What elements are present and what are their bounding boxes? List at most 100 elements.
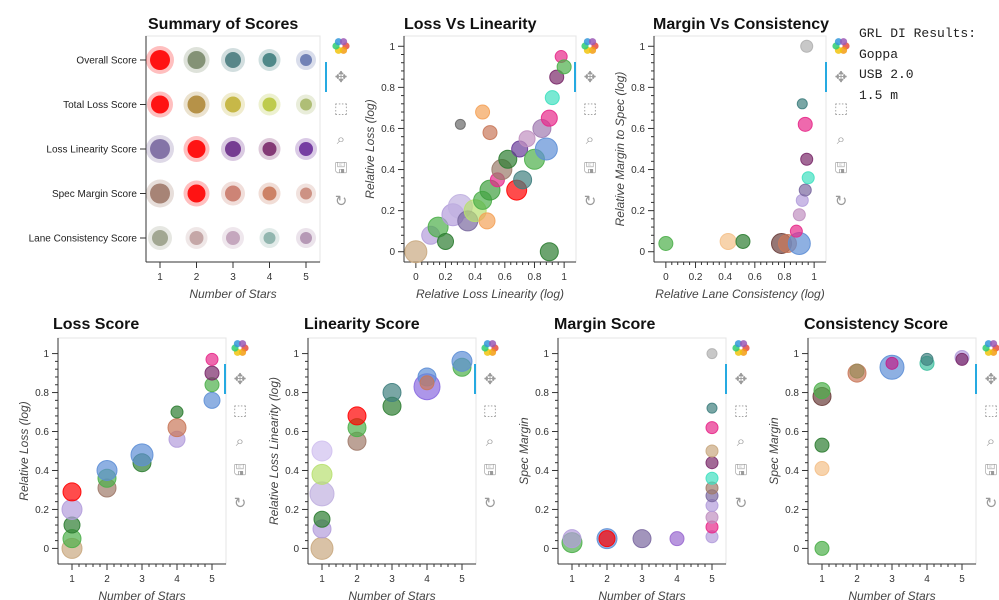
save-icon[interactable]: 🖫 bbox=[583, 158, 597, 177]
margin_score-y-tick-label: 0.4 bbox=[535, 466, 549, 477]
box-zoom-icon[interactable]: ⬚ bbox=[983, 401, 999, 419]
pan-icon[interactable]: ✥ bbox=[984, 370, 998, 388]
summary-point bbox=[187, 51, 206, 69]
reset-icon[interactable]: ↻ bbox=[734, 494, 748, 512]
bokeh-logo-icon[interactable] bbox=[230, 338, 250, 358]
pan-icon[interactable]: ✥ bbox=[334, 68, 348, 86]
summary-point bbox=[262, 186, 277, 201]
margin_score-y-tick-label: 0.2 bbox=[535, 505, 549, 516]
margin_vs_consistency-x-tick-label: 0.6 bbox=[748, 272, 762, 283]
summary-point bbox=[262, 142, 277, 156]
summary-point bbox=[225, 52, 241, 68]
summary-x-tick-label: 2 bbox=[194, 272, 200, 283]
linearity_score-x-tick-label: 1 bbox=[319, 574, 325, 585]
reset-icon[interactable]: ↻ bbox=[334, 192, 348, 210]
linearity_score-point bbox=[419, 375, 435, 391]
margin_vs_consistency-x-tick-label: 0.8 bbox=[778, 272, 792, 283]
loss_score-point bbox=[62, 482, 82, 502]
consistency_score-point bbox=[920, 352, 934, 366]
save-icon[interactable]: 🖫 bbox=[233, 460, 247, 479]
loss_vs_linearity-point bbox=[534, 137, 558, 161]
linearity_score-point bbox=[347, 406, 367, 426]
loss_score-x-tick-label: 1 bbox=[69, 574, 75, 585]
summary-x-axis-label: Number of Stars bbox=[189, 287, 276, 301]
summary-point bbox=[189, 231, 204, 245]
save-icon[interactable]: 🖫 bbox=[334, 158, 348, 177]
summary-point bbox=[299, 142, 313, 156]
wheel-zoom-icon[interactable]: ⌕ bbox=[736, 432, 746, 450]
margin_score-x-tick-label: 1 bbox=[569, 574, 575, 585]
box-zoom-icon[interactable]: ⬚ bbox=[733, 401, 749, 419]
loss_vs_linearity-point bbox=[549, 69, 565, 85]
margin_score-x-tick-label: 5 bbox=[709, 574, 715, 585]
margin_score-point bbox=[705, 444, 719, 458]
wheel-zoom-icon[interactable]: ⌕ bbox=[986, 432, 996, 450]
save-icon[interactable]: 🖫 bbox=[483, 460, 497, 479]
pan-icon[interactable]: ✥ bbox=[734, 370, 748, 388]
reset-icon[interactable]: ↻ bbox=[984, 494, 998, 512]
consistency_score-x-tick-label: 2 bbox=[854, 574, 860, 585]
wheel-zoom-icon[interactable]: ⌕ bbox=[836, 130, 846, 148]
summary-point bbox=[225, 96, 241, 113]
linearity_score-y-tick-label: 0.2 bbox=[285, 505, 299, 516]
loss-score-active-tool-indicator bbox=[224, 364, 226, 394]
margin-score-title: Margin Score bbox=[554, 316, 656, 333]
loss_score-x-tick-label: 4 bbox=[174, 574, 180, 585]
consistency_score-points bbox=[812, 349, 970, 556]
margin_vs_consistency-x-axis-label: Relative Lane Consistency (log) bbox=[655, 287, 824, 301]
reset-icon[interactable]: ↻ bbox=[583, 192, 597, 210]
pan-icon[interactable]: ✥ bbox=[483, 370, 497, 388]
margin_vs_consistency-point bbox=[735, 233, 751, 249]
loss_vs_linearity-y-axis-label: Relative Loss (log) bbox=[363, 99, 377, 198]
bokeh-logo-icon[interactable] bbox=[831, 36, 851, 56]
summary-category-label: Overall Score bbox=[76, 56, 137, 67]
margin_vs_consistency-y-tick-label: 0 bbox=[639, 247, 645, 258]
wheel-zoom-icon[interactable]: ⌕ bbox=[336, 130, 346, 148]
reset-icon[interactable]: ↻ bbox=[233, 494, 247, 512]
margin_vs_consistency-point bbox=[801, 171, 815, 185]
box-zoom-icon[interactable]: ⬚ bbox=[833, 99, 849, 117]
consistency_score-point bbox=[955, 352, 969, 366]
linearity_score-point bbox=[311, 440, 333, 462]
linearity_score-x-tick-label: 3 bbox=[389, 574, 395, 585]
margin_score-point bbox=[705, 510, 719, 524]
summary-point bbox=[262, 97, 277, 112]
pan-icon[interactable]: ✥ bbox=[583, 68, 597, 86]
wheel-zoom-icon[interactable]: ⌕ bbox=[235, 432, 245, 450]
box-zoom-icon[interactable]: ⬚ bbox=[232, 401, 248, 419]
linearity-score-active-tool-indicator bbox=[474, 364, 476, 394]
margin_score-point bbox=[705, 421, 719, 435]
save-icon[interactable]: 🖫 bbox=[984, 460, 998, 479]
consistency_score-y-tick-label: 1 bbox=[793, 349, 799, 360]
box-zoom-icon[interactable]: ⬚ bbox=[482, 401, 498, 419]
bokeh-logo-icon[interactable] bbox=[331, 36, 351, 56]
linearity_score-y-tick-label: 0 bbox=[293, 544, 299, 555]
reset-icon[interactable]: ↻ bbox=[483, 494, 497, 512]
box-zoom-icon[interactable]: ⬚ bbox=[333, 99, 349, 117]
margin_score-point bbox=[706, 402, 718, 414]
bokeh-logo-icon[interactable] bbox=[731, 338, 751, 358]
pan-icon[interactable]: ✥ bbox=[834, 68, 848, 86]
loss_vs_linearity-point bbox=[437, 232, 455, 250]
reset-icon[interactable]: ↻ bbox=[834, 192, 848, 210]
bokeh-logo-icon[interactable] bbox=[981, 338, 999, 358]
margin_score-x-tick-label: 4 bbox=[674, 574, 680, 585]
bokeh-logo-icon[interactable] bbox=[580, 36, 600, 56]
summary-point bbox=[300, 54, 312, 66]
wheel-zoom-icon[interactable]: ⌕ bbox=[485, 432, 495, 450]
wheel-zoom-icon[interactable]: ⌕ bbox=[585, 130, 595, 148]
save-icon[interactable]: 🖫 bbox=[734, 460, 748, 479]
loss_score-axes: 1 2 3 4 5 0 0.2 0.4 0.6 0.8 1 Number of Stars Relati… bbox=[17, 337, 227, 600]
consistency_score-point bbox=[814, 540, 830, 556]
save-icon[interactable]: 🖫 bbox=[834, 158, 848, 177]
margin_score-point bbox=[705, 471, 719, 485]
box-zoom-icon[interactable]: ⬚ bbox=[582, 99, 598, 117]
consistency_score-point bbox=[814, 461, 830, 477]
loss_vs_linearity-x-tick-label: 1 bbox=[561, 272, 567, 283]
bokeh-logo-icon[interactable] bbox=[480, 338, 500, 358]
margin-vs-consistency-title: Margin Vs Consistency bbox=[653, 16, 830, 33]
summary-point bbox=[225, 141, 241, 157]
margin_score-axes: 1 2 3 4 5 0 0.2 0.4 0.6 0.8 1 Number of Stars Spec M… bbox=[517, 337, 727, 600]
loss_score-x-tick-label: 5 bbox=[209, 574, 215, 585]
pan-icon[interactable]: ✥ bbox=[233, 370, 247, 388]
